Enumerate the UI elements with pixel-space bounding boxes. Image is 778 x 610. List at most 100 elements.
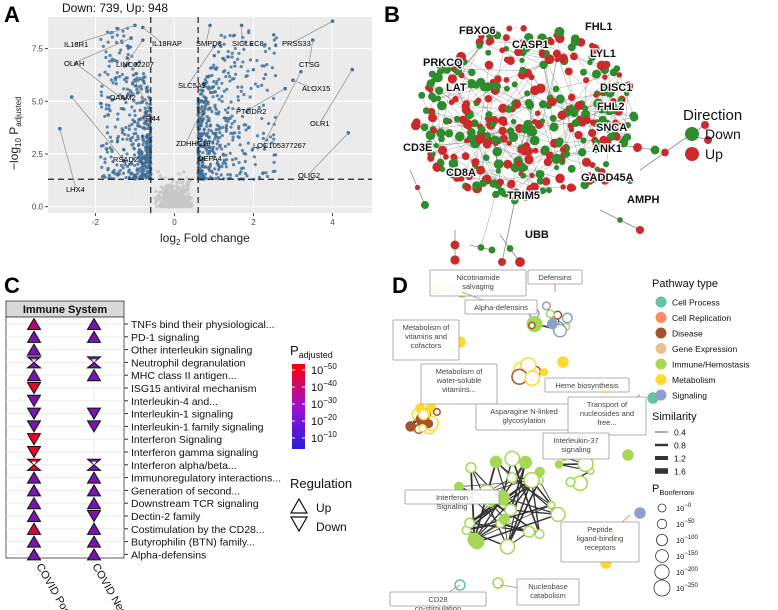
up-triangle-marker bbox=[86, 522, 102, 535]
down-triangle-marker bbox=[26, 381, 42, 395]
volcano-point bbox=[116, 112, 120, 116]
gene-label-connector bbox=[73, 25, 136, 45]
network-node bbox=[529, 182, 539, 192]
volcano-point bbox=[230, 55, 234, 59]
em-label-text: glycosylation bbox=[503, 416, 546, 425]
network-node bbox=[592, 144, 601, 154]
volcano-point bbox=[122, 64, 127, 68]
volcano-point bbox=[273, 115, 278, 120]
volcano-point bbox=[104, 141, 109, 146]
volcano-point bbox=[158, 196, 163, 200]
network-node bbox=[528, 74, 535, 81]
volcano-point bbox=[249, 86, 253, 91]
network-node bbox=[437, 100, 447, 111]
network-node bbox=[539, 118, 546, 124]
volcano-point bbox=[243, 159, 247, 164]
volcano-point bbox=[203, 172, 208, 176]
network-edge bbox=[515, 103, 571, 127]
bonferroni-label: 10−250 bbox=[676, 583, 699, 593]
volcano-point bbox=[113, 78, 118, 82]
em-label-text: Peptide bbox=[587, 525, 612, 534]
network-node bbox=[503, 159, 513, 169]
x-tick-label: 2 bbox=[251, 218, 256, 227]
row-labels: TNFs bind their physiological...PD-1 sig… bbox=[124, 319, 281, 561]
column-label-pos: COVID Pos bbox=[33, 562, 72, 610]
volcano-point bbox=[99, 144, 104, 148]
network-node bbox=[612, 119, 619, 126]
network-edge bbox=[506, 48, 544, 66]
row-label: Costimulation by the CD28... bbox=[131, 524, 265, 536]
volcano-point bbox=[130, 162, 134, 166]
volcano-point bbox=[224, 75, 228, 79]
network-edge bbox=[501, 199, 516, 263]
volcano-point bbox=[248, 58, 253, 62]
volcano-point bbox=[228, 173, 232, 177]
volcano-point bbox=[221, 70, 226, 74]
network-node bbox=[453, 115, 461, 123]
volcano-point bbox=[213, 167, 217, 171]
y-tick-label: 7.5 bbox=[32, 45, 44, 54]
network-node bbox=[577, 148, 587, 157]
network-node bbox=[544, 54, 555, 65]
volcano-point bbox=[131, 82, 135, 86]
gene-label-connector bbox=[125, 39, 144, 65]
volcano-point bbox=[198, 136, 202, 140]
volcano-point bbox=[133, 163, 137, 168]
panel-label-c: C bbox=[4, 273, 20, 298]
volcano-point bbox=[100, 165, 104, 169]
legend-up-triangle bbox=[289, 497, 309, 514]
em-node bbox=[506, 472, 518, 484]
volcano-point bbox=[132, 153, 137, 157]
volcano-point bbox=[224, 161, 228, 166]
volcano-point bbox=[138, 108, 142, 112]
network-node bbox=[519, 145, 530, 156]
volcano-point bbox=[123, 163, 127, 167]
volcano-point bbox=[216, 139, 220, 143]
em-label-text: Asparagine N-linked bbox=[490, 407, 558, 416]
volcano-point bbox=[180, 191, 184, 195]
volcano-point bbox=[141, 79, 146, 83]
em-label-text: Nucleobase bbox=[528, 582, 568, 591]
row-label: PD-1 signaling bbox=[131, 332, 199, 344]
gene-label-connector bbox=[205, 25, 211, 44]
row-label: Dectin-2 family bbox=[131, 511, 201, 523]
volcano-point bbox=[115, 136, 120, 141]
network-node bbox=[506, 127, 515, 136]
gene-label: LHX4 bbox=[66, 185, 85, 194]
volcano-point bbox=[217, 41, 221, 45]
network-node bbox=[602, 74, 608, 80]
volcano-point bbox=[263, 49, 268, 54]
volcano-point bbox=[105, 131, 110, 135]
marker-highlight bbox=[91, 359, 97, 363]
network-node bbox=[507, 179, 516, 189]
column-label-neg: COVID Neg bbox=[89, 562, 128, 610]
volcano-point bbox=[163, 188, 167, 192]
network-node bbox=[536, 177, 544, 185]
gene-label-connector bbox=[187, 46, 215, 86]
volcano-point bbox=[123, 160, 127, 164]
volcano-point bbox=[262, 147, 267, 151]
network-node bbox=[581, 157, 592, 167]
network-node bbox=[593, 92, 599, 98]
volcano-point bbox=[212, 80, 216, 84]
volcano-point bbox=[135, 87, 139, 92]
volcano-point bbox=[244, 40, 248, 44]
volcano-point bbox=[131, 92, 135, 96]
row-label: Other interleukin signaling bbox=[131, 345, 253, 357]
volcano-point bbox=[217, 97, 221, 101]
x-tick-label: -2 bbox=[92, 218, 100, 227]
network-node bbox=[567, 164, 576, 173]
volcano-point bbox=[226, 49, 230, 54]
bonferroni-circle bbox=[657, 503, 667, 513]
volcano-point bbox=[272, 33, 276, 37]
em-node bbox=[546, 318, 558, 330]
network-node bbox=[593, 98, 604, 109]
volcano-point bbox=[131, 67, 135, 71]
volcano-point bbox=[196, 161, 200, 165]
network-gene-label: UBB bbox=[525, 229, 549, 241]
network-node bbox=[523, 32, 534, 43]
volcano-point bbox=[115, 26, 119, 30]
row-label: Neutrophil degranulation bbox=[131, 357, 246, 369]
volcano-point bbox=[142, 163, 146, 167]
volcano-point bbox=[201, 151, 205, 155]
